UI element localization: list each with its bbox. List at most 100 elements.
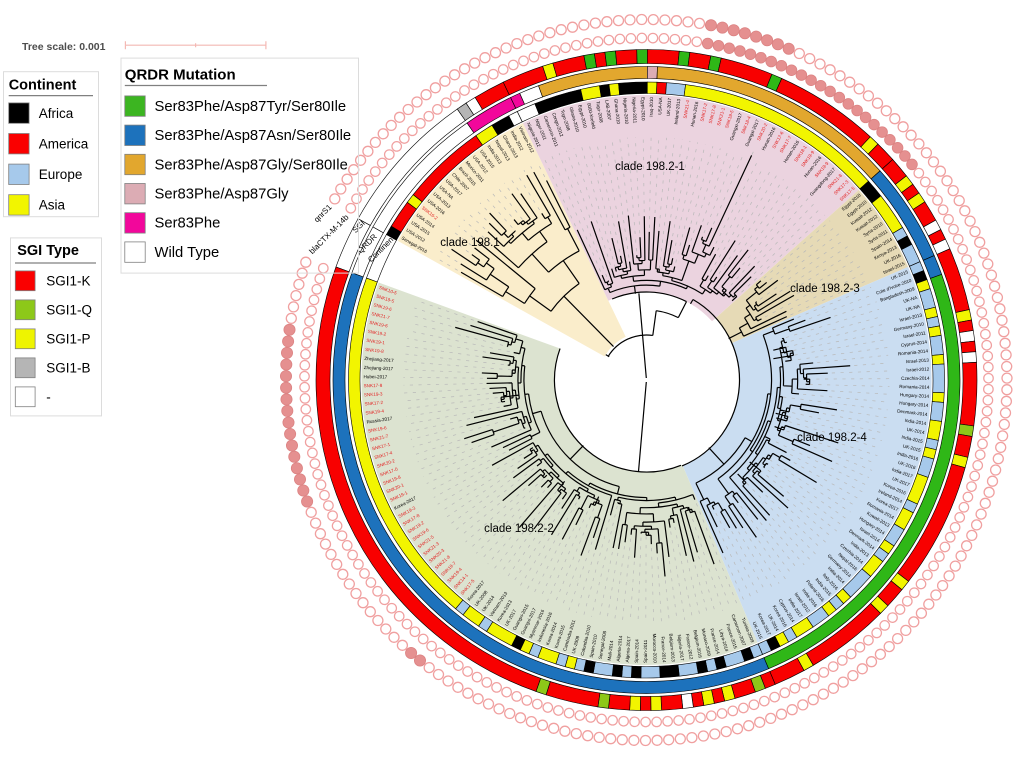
svg-text:clade 198.2-2: clade 198.2-2	[484, 523, 554, 535]
svg-text:Libya-2014: Libya-2014	[718, 629, 729, 653]
svg-text:clade 198.2-4: clade 198.2-4	[797, 432, 867, 444]
svg-text:SNK21-1: SNK21-1	[716, 107, 726, 127]
svg-text:Togo-2008: Togo-2008	[595, 101, 604, 124]
svg-text:UK-NA: UK-NA	[905, 303, 921, 312]
svg-text:Spain-2011: Spain-2011	[643, 639, 648, 663]
svg-text:Spain-2014: Spain-2014	[634, 639, 640, 663]
svg-text:Zhejiang-2017: Zhejiang-2017	[364, 365, 394, 371]
svg-text:Ghana-2010: Ghana-2010	[613, 98, 621, 124]
svg-text:SNK17-8: SNK17-8	[364, 383, 383, 388]
svg-text:Zhejiang-2017: Zhejiang-2017	[364, 356, 394, 363]
svg-text:Continent: Continent	[9, 78, 77, 94]
svg-text:SNK19-5: SNK19-5	[376, 294, 396, 304]
svg-text:Egypt-2010: Egypt-2010	[577, 104, 588, 128]
svg-text:India-2014: India-2014	[904, 418, 927, 426]
svg-text:SNK17-1: SNK17-1	[371, 442, 391, 452]
svg-text:France-2012: France-2012	[685, 633, 694, 660]
svg-text:India-2016: India-2016	[897, 451, 920, 462]
svg-text:Algeria-2017: Algeria-2017	[625, 636, 632, 663]
svg-text:Morocco-2010: Morocco-2010	[652, 633, 658, 663]
svg-text:Hungary-2014: Hungary-2014	[899, 400, 929, 408]
svg-text:SNK20-2: SNK20-2	[376, 458, 396, 469]
svg-text:Romania-2014: Romania-2014	[899, 384, 930, 390]
svg-text:LAB-2007: LAB-2007	[604, 100, 612, 121]
svg-text:Ser83Phe/Asp87Asn/Ser80Ile: Ser83Phe/Asp87Asn/Ser80Ile	[155, 128, 352, 144]
svg-text:Russia-2017: Russia-2017	[366, 416, 393, 425]
svg-text:UK-2016: UK-2016	[897, 460, 916, 471]
svg-text:-: -	[46, 390, 51, 405]
svg-text:SNK10-5: SNK10-5	[378, 285, 398, 296]
svg-text:Wild Type: Wild Type	[155, 245, 220, 261]
svg-text:Denmark-2014: Denmark-2014	[897, 408, 928, 417]
svg-text:Algeria-2014: Algeria-2014	[616, 635, 624, 662]
svg-text:SGI1-B: SGI1-B	[46, 361, 90, 376]
svg-text:USA-NA: USA-NA	[657, 96, 663, 115]
svg-text:Monaco-2009: Monaco-2009	[701, 628, 712, 657]
svg-text:SNK19-8: SNK19-8	[382, 474, 402, 486]
svg-text:Nigeria-2017: Nigeria-2017	[677, 634, 685, 661]
svg-text:Tree scale: 0.001: Tree scale: 0.001	[22, 41, 106, 53]
svg-text:Asia: Asia	[39, 198, 66, 213]
svg-text:Spain-2010: Spain-2010	[589, 634, 599, 658]
svg-text:Israel-2013: Israel-2013	[906, 357, 930, 364]
svg-text:Ireland-2013: Ireland-2013	[673, 98, 681, 125]
svg-text:SNK19-6: SNK19-6	[369, 320, 389, 329]
svg-text:Germany-2010: Germany-2010	[893, 321, 924, 332]
svg-text:Africa: Africa	[39, 106, 74, 121]
svg-text:Ser83Phe/Asp87Gly/Ser80Ile: Ser83Phe/Asp87Gly/Ser80Ile	[155, 157, 348, 173]
svg-text:UK-2017: UK-2017	[892, 476, 911, 488]
svg-text:France-2014: France-2014	[660, 636, 667, 663]
svg-text:Hungary-2014: Hungary-2014	[900, 392, 930, 399]
svg-text:SNK19-2: SNK19-2	[367, 329, 387, 337]
svg-text:SNK19-3: SNK19-3	[364, 391, 383, 397]
svg-text:Ser83Phe/Asp87Gly: Ser83Phe/Asp87Gly	[155, 187, 290, 203]
svg-text:Ser83Phe/Asp87Tyr/Ser80Ile: Ser83Phe/Asp87Tyr/Ser80Ile	[155, 99, 347, 115]
svg-text:clade 198.2-1: clade 198.2-1	[615, 161, 685, 173]
svg-text:SNK17-2: SNK17-2	[364, 400, 383, 407]
svg-text:SNK19-6: SNK19-6	[368, 425, 388, 433]
svg-text:clade 198.2-3: clade 198.2-3	[790, 283, 860, 295]
svg-text:UK-2009: UK-2009	[571, 635, 581, 654]
svg-text:SNK19-1: SNK19-1	[366, 338, 386, 346]
svg-text:SNK21-7: SNK21-7	[371, 311, 391, 320]
svg-text:SNK19-8: SNK19-8	[365, 347, 385, 354]
svg-text:SNK19-5: SNK19-5	[724, 109, 735, 129]
svg-text:Nigeria-2010: Nigeria-2010	[622, 98, 629, 125]
svg-text:SGI1-K: SGI1-K	[46, 274, 90, 289]
svg-text:Ser83Phe: Ser83Phe	[155, 216, 221, 232]
svg-text:Hubei-2017: Hubei-2017	[363, 374, 387, 379]
svg-text:SNK18-4: SNK18-4	[740, 115, 752, 135]
svg-text:Romania-2014: Romania-2014	[898, 348, 929, 356]
svg-text:SNK17-4: SNK17-4	[374, 450, 394, 460]
svg-text:India-2015: India-2015	[901, 434, 924, 444]
svg-text:SNK17-8: SNK17-8	[708, 104, 717, 124]
svg-text:SGI1-P: SGI1-P	[46, 332, 90, 347]
svg-text:SNK17-0: SNK17-0	[379, 466, 399, 477]
svg-text:clade 198.1: clade 198.1	[440, 237, 499, 249]
svg-text:Hunan-2016: Hunan-2016	[690, 101, 700, 127]
svg-text:UK-2014: UK-2014	[906, 427, 925, 435]
svg-text:UK-2015: UK-2015	[902, 443, 921, 452]
svg-text:Cyprus-2014: Cyprus-2014	[901, 339, 928, 348]
svg-text:Belgium-2016: Belgium-2016	[693, 630, 703, 659]
svg-text:France-2014: France-2014	[709, 628, 721, 655]
svg-text:0000-Krefeld: 0000-Krefeld	[586, 102, 596, 129]
svg-text:Mali-2014: Mali-2014	[607, 640, 615, 661]
svg-text:UK-2017: UK-2017	[666, 97, 673, 116]
svg-text:Israel-2013: Israel-2013	[899, 312, 923, 322]
svg-text:Israel-2012: Israel-2012	[906, 367, 930, 373]
svg-text:UK-2015: UK-2015	[890, 269, 909, 281]
svg-text:SGI1-Q: SGI1-Q	[46, 303, 92, 318]
svg-text:QRDR Mutation: QRDR Mutation	[125, 67, 236, 84]
svg-text:Togo-2008: Togo-2008	[560, 109, 571, 132]
svg-text:Iraq-2010: Iraq-2010	[649, 97, 654, 117]
svg-text:Israel-2011: Israel-2011	[903, 330, 927, 339]
svg-text:Belgium-2013: Belgium-2013	[668, 633, 676, 662]
svg-text:Senegal-2008: Senegal-2008	[598, 630, 608, 659]
svg-text:SNK21-7: SNK21-7	[369, 434, 389, 443]
svg-text:Nigeria-2011: Nigeria-2011	[631, 97, 637, 124]
svg-text:SNK21-4: SNK21-4	[683, 99, 691, 119]
svg-text:SNK19-6: SNK19-6	[373, 302, 393, 312]
svg-text:UK-NA: UK-NA	[903, 295, 919, 304]
svg-text:America: America	[39, 137, 89, 152]
